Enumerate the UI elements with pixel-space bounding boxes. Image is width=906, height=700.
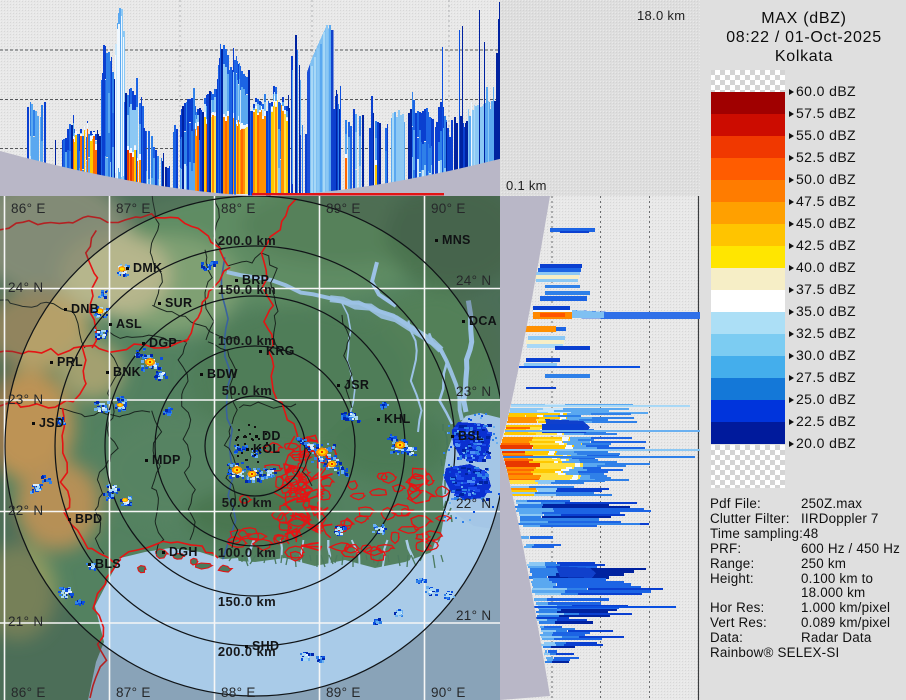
svg-text:BLS: BLS (95, 557, 121, 571)
svg-text:21° N: 21° N (8, 614, 43, 629)
svg-text:23° N: 23° N (8, 392, 43, 407)
svg-text:86° E: 86° E (11, 201, 46, 216)
svg-text:57.5 dBZ: 57.5 dBZ (796, 105, 856, 121)
svg-text:Height:: Height: (710, 571, 754, 586)
svg-text:150.0 km: 150.0 km (218, 282, 276, 297)
svg-text:22° N: 22° N (456, 496, 491, 511)
svg-text:87° E: 87° E (116, 685, 151, 700)
svg-text:100.0 km: 100.0 km (218, 545, 276, 560)
svg-text:JSR: JSR (344, 378, 369, 392)
svg-text:MAX (dBZ): MAX (dBZ) (761, 10, 846, 27)
svg-text:PRF:: PRF: (710, 541, 741, 556)
svg-text:IIRDoppler 7: IIRDoppler 7 (801, 511, 879, 526)
svg-text:37.5 dBZ: 37.5 dBZ (796, 281, 856, 297)
svg-text:Vert Res:: Vert Res: (710, 615, 767, 630)
svg-text:0.1 km: 0.1 km (506, 178, 547, 193)
svg-text:45.0 dBZ: 45.0 dBZ (796, 215, 856, 231)
svg-text:KHL: KHL (384, 412, 411, 426)
svg-text:52.5 dBZ: 52.5 dBZ (796, 149, 856, 165)
svg-text:200.0 km: 200.0 km (218, 644, 276, 659)
svg-text:89° E: 89° E (326, 201, 361, 216)
svg-text:KOL: KOL (253, 442, 280, 456)
svg-text:SHD: SHD (252, 639, 279, 653)
svg-text:DCA: DCA (469, 314, 497, 328)
svg-text:Pdf File:: Pdf File: (710, 496, 761, 511)
svg-text:87° E: 87° E (116, 201, 151, 216)
svg-text:47.5 dBZ: 47.5 dBZ (796, 193, 856, 209)
svg-text:90° E: 90° E (431, 685, 466, 700)
svg-text:250 km: 250 km (801, 556, 846, 571)
svg-text:BRP: BRP (242, 273, 269, 287)
svg-text:55.0 dBZ: 55.0 dBZ (796, 127, 856, 143)
svg-text:BSL: BSL (458, 429, 484, 443)
svg-text:Range:: Range: (710, 556, 754, 571)
svg-text:50.0 km: 50.0 km (222, 383, 273, 398)
svg-text:50.0 dBZ: 50.0 dBZ (796, 171, 856, 187)
svg-text:1.000 km/pixel: 1.000 km/pixel (801, 600, 890, 615)
svg-text:JSD: JSD (39, 416, 64, 430)
svg-text:60.0 dBZ: 60.0 dBZ (796, 83, 856, 99)
svg-text:MDP: MDP (152, 453, 181, 467)
svg-text:150.0 km: 150.0 km (218, 594, 276, 609)
svg-text:27.5 dBZ: 27.5 dBZ (796, 369, 856, 385)
svg-text:DD: DD (262, 429, 281, 443)
svg-text:88° E: 88° E (221, 201, 256, 216)
svg-text:20.0 dBZ: 20.0 dBZ (796, 435, 856, 451)
svg-text:Time sampling:48: Time sampling:48 (710, 526, 818, 541)
svg-text:200.0 km: 200.0 km (218, 233, 276, 248)
svg-text:89° E: 89° E (326, 685, 361, 700)
svg-text:86° E: 86° E (11, 685, 46, 700)
svg-text:32.5 dBZ: 32.5 dBZ (796, 325, 856, 341)
svg-text:BNK: BNK (113, 365, 141, 379)
svg-text:DGP: DGP (149, 336, 177, 350)
svg-text:24° N: 24° N (8, 280, 43, 295)
svg-text:18.000 km: 18.000 km (801, 585, 865, 600)
svg-text:30.0 dBZ: 30.0 dBZ (796, 347, 856, 363)
svg-text:Clutter Filter:: Clutter Filter: (710, 511, 790, 526)
svg-text:90° E: 90° E (431, 201, 466, 216)
svg-text:DMK: DMK (133, 261, 162, 275)
svg-text:SUR: SUR (165, 296, 192, 310)
svg-text:MNS: MNS (442, 233, 471, 247)
svg-text:25.0 dBZ: 25.0 dBZ (796, 391, 856, 407)
svg-text:21° N: 21° N (456, 608, 491, 623)
svg-text:40.0 dBZ: 40.0 dBZ (796, 259, 856, 275)
svg-text:Hor Res:: Hor Res: (710, 600, 764, 615)
svg-text:BDW: BDW (207, 367, 238, 381)
svg-text:22° N: 22° N (8, 503, 43, 518)
svg-text:DNB: DNB (71, 302, 99, 316)
svg-text:08:22 / 01-Oct-2025: 08:22 / 01-Oct-2025 (726, 29, 882, 46)
svg-text:PRL: PRL (57, 355, 83, 369)
svg-text:42.5 dBZ: 42.5 dBZ (796, 237, 856, 253)
svg-text:35.0 dBZ: 35.0 dBZ (796, 303, 856, 319)
svg-text:22.5 dBZ: 22.5 dBZ (796, 413, 856, 429)
svg-text:100.0 km: 100.0 km (218, 333, 276, 348)
svg-text:0.100 km to: 0.100 km to (801, 571, 873, 586)
svg-text:Data:: Data: (710, 630, 743, 645)
svg-text:50.0 km: 50.0 km (222, 495, 273, 510)
svg-text:DGH: DGH (169, 545, 198, 559)
svg-text:Kolkata: Kolkata (775, 48, 833, 65)
svg-text:24° N: 24° N (456, 273, 491, 288)
svg-text:BPD: BPD (75, 512, 102, 526)
svg-text:ASL: ASL (116, 317, 142, 331)
svg-text:18.0 km: 18.0 km (637, 8, 685, 23)
svg-text:KRG: KRG (266, 344, 295, 358)
svg-text:600 Hz / 450 Hz: 600 Hz / 450 Hz (801, 541, 900, 556)
svg-text:Rainbow® SELEX-SI: Rainbow® SELEX-SI (710, 645, 839, 660)
svg-text:Radar Data: Radar Data (801, 630, 872, 645)
svg-text:0.089 km/pixel: 0.089 km/pixel (801, 615, 890, 630)
svg-text:23° N: 23° N (456, 384, 491, 399)
svg-text:88° E: 88° E (221, 685, 256, 700)
svg-text:250Z.max: 250Z.max (801, 496, 862, 511)
